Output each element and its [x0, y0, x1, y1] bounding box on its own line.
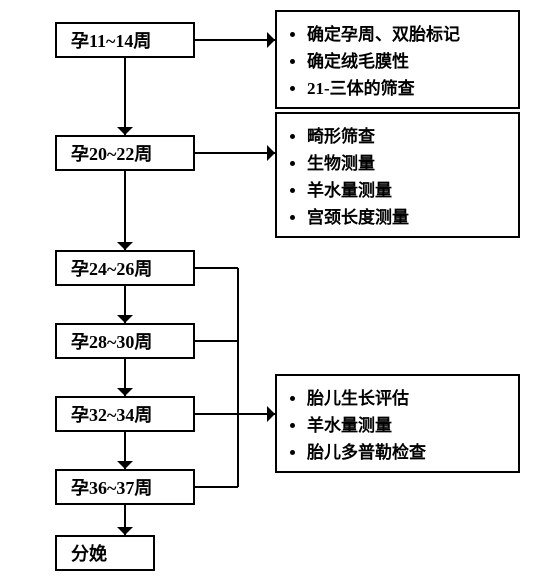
detail-item: 胎儿多普勒检查: [307, 438, 506, 463]
flow-node-n1: 孕11~14周: [55, 22, 195, 58]
detail-item: 21-三体的筛查: [307, 74, 506, 99]
detail-list: 确定孕周、双胎标记确定绒毛膜性21-三体的筛查: [289, 20, 506, 99]
detail-item: 畸形筛查: [307, 122, 506, 147]
detail-list: 胎儿生长评估羊水量测量胎儿多普勒检查: [289, 384, 506, 463]
detail-list: 畸形筛查生物测量羊水量测量宫颈长度测量: [289, 122, 506, 228]
detail-box-d2: 畸形筛查生物测量羊水量测量宫颈长度测量: [275, 112, 520, 238]
flow-node-label: 孕36~37周: [71, 474, 152, 500]
detail-item: 生物测量: [307, 149, 506, 174]
flow-node-label: 孕28~30周: [71, 328, 152, 354]
detail-item: 宫颈长度测量: [307, 203, 506, 228]
detail-item: 羊水量测量: [307, 411, 506, 436]
flow-node-label: 分娩: [71, 540, 107, 566]
detail-item: 确定绒毛膜性: [307, 47, 506, 72]
flow-node-label: 孕24~26周: [71, 255, 152, 281]
flow-node-label: 孕11~14周: [71, 27, 151, 53]
flow-node-n5: 孕32~34周: [55, 396, 195, 432]
flow-node-label: 孕20~22周: [71, 140, 152, 166]
flow-node-n4: 孕28~30周: [55, 323, 195, 359]
flow-node-n7: 分娩: [55, 535, 155, 571]
detail-item: 确定孕周、双胎标记: [307, 20, 506, 45]
detail-box-d3: 胎儿生长评估羊水量测量胎儿多普勒检查: [275, 374, 520, 473]
flowchart-canvas: 孕11~14周孕20~22周孕24~26周孕28~30周孕32~34周孕36~3…: [0, 0, 534, 576]
flow-node-n6: 孕36~37周: [55, 469, 195, 505]
flow-node-n2: 孕20~22周: [55, 135, 195, 171]
detail-item: 羊水量测量: [307, 176, 506, 201]
detail-item: 胎儿生长评估: [307, 384, 506, 409]
flow-node-label: 孕32~34周: [71, 401, 152, 427]
detail-box-d1: 确定孕周、双胎标记确定绒毛膜性21-三体的筛查: [275, 10, 520, 109]
flow-node-n3: 孕24~26周: [55, 250, 195, 286]
